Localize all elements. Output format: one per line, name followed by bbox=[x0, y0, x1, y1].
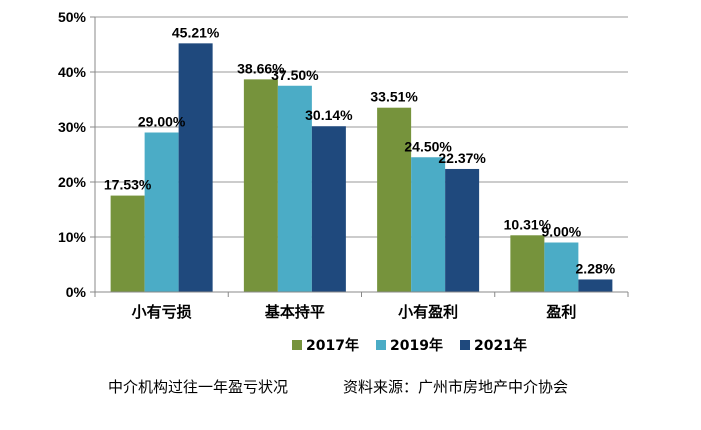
bar bbox=[377, 107, 412, 292]
data-label: 24.50% bbox=[404, 138, 452, 154]
data-label: 45.21% bbox=[172, 24, 220, 40]
caption-title: 中介机构过往一年盈亏状况 bbox=[108, 378, 289, 396]
axes bbox=[94, 17, 629, 297]
bar bbox=[144, 132, 179, 292]
data-label: 29.00% bbox=[138, 114, 186, 130]
data-label: 37.50% bbox=[271, 67, 319, 83]
y-tick-label: 50% bbox=[58, 9, 87, 25]
legend-label: 2017年 bbox=[306, 337, 359, 354]
y-tick-label: 0% bbox=[66, 284, 87, 300]
data-label: 22.37% bbox=[438, 150, 486, 166]
bar bbox=[578, 279, 613, 292]
category-labels: 小有亏损 基本持平 小有盈利 盈利 bbox=[132, 303, 577, 321]
bars bbox=[110, 43, 613, 293]
data-label: 10.31% bbox=[504, 216, 552, 232]
bar bbox=[243, 79, 278, 293]
y-tick-label: 40% bbox=[58, 64, 87, 80]
data-label: 33.51% bbox=[370, 89, 418, 105]
data-labels: 17.53% 29.00% 45.21% 38.66%37.50% 30.14% 33.5… bbox=[104, 24, 616, 276]
legend-swatch bbox=[376, 340, 386, 350]
y-tick-label: 10% bbox=[58, 229, 87, 245]
bar bbox=[178, 43, 213, 292]
legend-label: 2019年 bbox=[390, 337, 443, 354]
data-label: 2.28% bbox=[576, 260, 616, 276]
legend-label: 2021年 bbox=[474, 337, 527, 354]
data-label: 38.66% bbox=[237, 60, 285, 76]
y-axis-ticks: 0% 10% 20% 30% 40% 50% bbox=[58, 9, 95, 300]
caption-source: 资料来源：广州市房地产中介协会 bbox=[343, 378, 569, 396]
data-label: 30.14% bbox=[305, 107, 353, 123]
legend-swatch bbox=[292, 340, 302, 350]
bar bbox=[277, 85, 312, 292]
bar bbox=[510, 235, 545, 292]
data-label: 17.53% bbox=[104, 177, 152, 193]
category-label: 小有亏损 bbox=[132, 303, 192, 321]
category-label: 小有盈利 bbox=[398, 303, 458, 321]
data-label: 9.00% bbox=[542, 224, 582, 240]
category-label: 盈利 bbox=[545, 303, 576, 321]
y-tick-label: 30% bbox=[58, 119, 87, 135]
bar bbox=[411, 157, 446, 292]
bar bbox=[445, 168, 480, 292]
bar bbox=[311, 126, 346, 292]
legend: 2017年 2019年 2021年 bbox=[292, 337, 527, 354]
bar bbox=[110, 195, 145, 292]
category-label: 基本持平 bbox=[264, 303, 325, 321]
bar-chart: 0% 10% 20% 30% 40% 50% 17.53% 29.00% 45.21% 38.6… bbox=[58, 9, 629, 354]
bar bbox=[544, 242, 579, 292]
caption: 中介机构过往一年盈亏状况 资料来源：广州市房地产中介协会 bbox=[0, 376, 701, 400]
legend-swatch bbox=[460, 340, 470, 350]
y-tick-label: 20% bbox=[58, 174, 87, 190]
